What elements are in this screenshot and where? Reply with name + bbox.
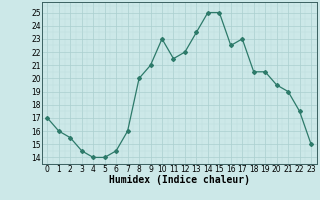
X-axis label: Humidex (Indice chaleur): Humidex (Indice chaleur) [109, 175, 250, 185]
